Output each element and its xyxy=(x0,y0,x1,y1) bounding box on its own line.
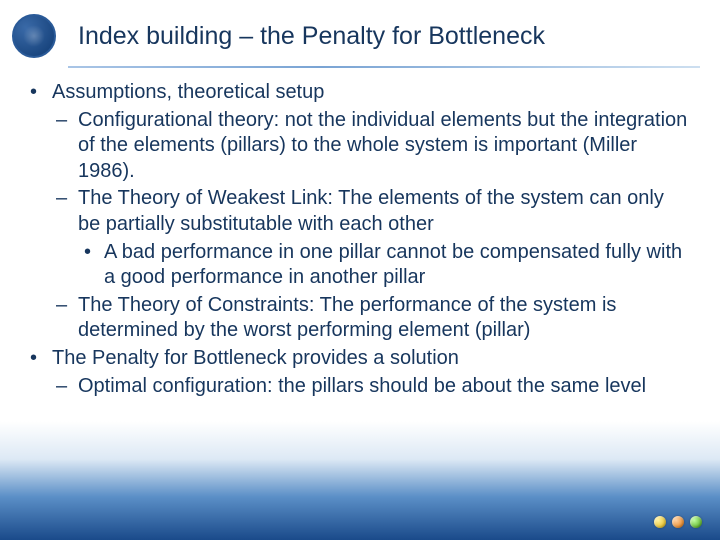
decorative-dots xyxy=(654,516,702,528)
bullet-text: Assumptions, theoretical setup xyxy=(52,81,324,103)
bullet-lvl2: The Theory of Weakest Link: The elements… xyxy=(52,186,690,290)
dot-icon xyxy=(654,516,666,528)
bullet-lvl2: The Theory of Constraints: The performan… xyxy=(52,293,690,344)
bullet-text: Optimal configuration: the pillars shoul… xyxy=(78,375,646,397)
bullet-text: The Theory of Weakest Link: The elements… xyxy=(78,187,664,235)
bullet-text: The Penalty for Bottleneck provides a so… xyxy=(52,347,459,369)
slide-title: Index building – the Penalty for Bottlen… xyxy=(56,22,545,51)
slide: Index building – the Penalty for Bottlen… xyxy=(0,0,720,540)
bullet-lvl3: A bad performance in one pillar cannot b… xyxy=(78,240,690,291)
bullet-lvl2: Configurational theory: not the individu… xyxy=(52,108,690,185)
bullet-text: The Theory of Constraints: The performan… xyxy=(78,294,616,342)
bullet-lvl1: The Penalty for Bottleneck provides a so… xyxy=(30,346,690,399)
bullet-text: A bad performance in one pillar cannot b… xyxy=(104,241,682,289)
dot-icon xyxy=(690,516,702,528)
slide-body: Assumptions, theoretical setup Configura… xyxy=(0,68,720,399)
bullet-lvl2: Optimal configuration: the pillars shoul… xyxy=(52,374,690,400)
bullet-lvl1: Assumptions, theoretical setup Configura… xyxy=(30,80,690,344)
title-row: Index building – the Penalty for Bottlen… xyxy=(0,0,720,66)
dot-icon xyxy=(672,516,684,528)
university-seal-icon xyxy=(12,14,56,58)
bullet-text: Configurational theory: not the individu… xyxy=(78,109,687,182)
